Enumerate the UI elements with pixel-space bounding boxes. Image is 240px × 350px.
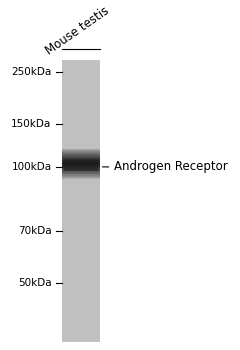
Bar (62, 152, 100, 153)
Bar (62, 170, 100, 172)
Bar (62, 154, 100, 155)
Text: 250kDa: 250kDa (11, 67, 52, 77)
Bar (62, 160, 100, 161)
Bar (62, 158, 100, 160)
Bar (62, 164, 100, 166)
Text: Mouse testis: Mouse testis (43, 4, 111, 57)
Bar (64, 159, 97, 171)
Bar (62, 158, 100, 159)
Bar (62, 151, 100, 152)
Bar (62, 176, 100, 177)
Bar (62, 168, 100, 169)
Bar (62, 163, 100, 164)
Bar (62, 174, 100, 176)
Text: 50kDa: 50kDa (18, 278, 52, 288)
Bar (62, 156, 100, 158)
Bar (62, 149, 100, 150)
Bar (62, 173, 100, 174)
Bar (62, 175, 100, 176)
Bar (62, 174, 100, 175)
Bar (62, 161, 100, 162)
Bar (62, 154, 100, 156)
Text: 70kDa: 70kDa (18, 226, 52, 236)
FancyBboxPatch shape (62, 61, 100, 342)
Bar (62, 150, 100, 152)
Text: Androgen Receptor: Androgen Receptor (102, 160, 228, 173)
Bar (62, 169, 100, 170)
Bar (62, 166, 100, 167)
Bar (62, 177, 100, 178)
Bar (62, 177, 100, 179)
Text: 150kDa: 150kDa (11, 119, 52, 130)
Bar (62, 152, 100, 154)
Bar (62, 159, 100, 160)
Bar (62, 168, 100, 170)
Bar (62, 149, 100, 151)
Bar (62, 172, 100, 174)
Bar (62, 153, 100, 154)
Bar (62, 163, 100, 165)
Bar (62, 162, 100, 163)
Bar (62, 171, 100, 172)
Text: 100kDa: 100kDa (12, 162, 52, 172)
Bar (62, 155, 100, 157)
Bar (62, 160, 100, 162)
Bar (62, 172, 100, 173)
Bar (62, 157, 100, 158)
Bar (62, 165, 100, 166)
Bar (62, 166, 100, 168)
Bar (62, 167, 100, 168)
